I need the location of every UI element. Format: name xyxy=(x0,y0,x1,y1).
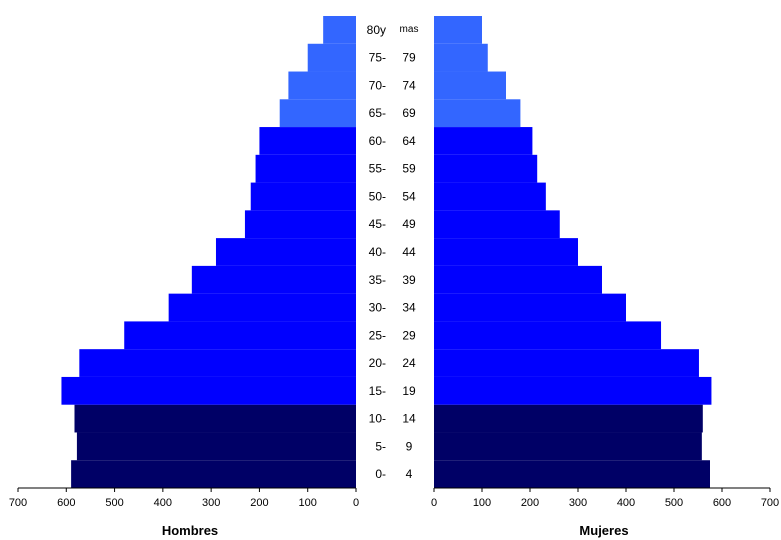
mujeres-bars xyxy=(434,16,712,488)
hombres-x-axis: 0 100 200 300 400 500 600 700 xyxy=(9,487,359,509)
age-to-label: 49 xyxy=(402,217,416,231)
age-from-label: 80y xyxy=(367,23,386,37)
mujeres-tick-label: 600 xyxy=(713,497,731,509)
age-to-label: 79 xyxy=(402,51,416,65)
age-from-label: 70- xyxy=(369,78,386,92)
mujeres-bar-39 xyxy=(434,265,602,294)
age-to-label: 69 xyxy=(402,106,416,120)
age-from-label: 45- xyxy=(369,217,386,231)
age-from-label: 75- xyxy=(369,51,386,65)
mujeres-bar-79 xyxy=(434,43,488,72)
age-from-label: 10- xyxy=(369,412,386,426)
age-to-label: 19 xyxy=(402,384,416,398)
hombres-tick-label: 700 xyxy=(9,497,27,509)
age-from-label: 15- xyxy=(369,384,386,398)
hombres-tick-label: 400 xyxy=(154,497,172,509)
hombres-bar-0 xyxy=(71,460,356,488)
mujeres-bar-24 xyxy=(434,349,699,377)
age-to-label: 54 xyxy=(402,189,416,203)
hombres-bar-80y xyxy=(323,16,356,44)
hombres-bar-5 xyxy=(76,432,356,461)
age-to-label: 24 xyxy=(402,356,416,370)
hombres-bars xyxy=(61,16,356,488)
age-from-label: 35- xyxy=(369,273,386,287)
age-from-label: 25- xyxy=(369,328,386,342)
age-to-label: 59 xyxy=(402,162,416,176)
age-to-label: mas xyxy=(400,24,419,35)
mujeres-bar-mas xyxy=(434,16,482,44)
age-from-label: 40- xyxy=(369,245,386,259)
hombres-tick-label: 600 xyxy=(57,497,75,509)
age-to-label: 14 xyxy=(402,412,416,426)
mujeres-bar-19 xyxy=(434,376,712,405)
hombres-tick-label: 0 xyxy=(353,497,359,509)
mujeres-bar-64 xyxy=(434,127,533,155)
mujeres-tick-label: 700 xyxy=(761,497,779,509)
age-from-label: 50- xyxy=(369,189,386,203)
hombres-bar-20 xyxy=(79,349,356,377)
mujeres-x-axis: 0 100 200 300 400 500 600 700 xyxy=(431,487,779,509)
mujeres-bar-29 xyxy=(434,321,662,350)
age-to-label: 39 xyxy=(402,273,416,287)
age-from-label: 0- xyxy=(375,467,386,481)
age-to-label: 9 xyxy=(406,439,413,453)
hombres-bar-60 xyxy=(259,127,356,155)
mujeres-tick-label: 300 xyxy=(569,497,587,509)
hombres-axis-label: Hombres xyxy=(162,523,218,538)
hombres-bar-40 xyxy=(215,238,356,266)
hombres-bar-15 xyxy=(61,376,356,405)
mujeres-tick-label: 500 xyxy=(665,497,683,509)
age-to-label: 64 xyxy=(402,134,416,148)
hombres-bar-35 xyxy=(191,265,356,294)
mujeres-axis-label: Mujeres xyxy=(579,523,628,538)
age-from-label: 65- xyxy=(369,106,386,120)
hombres-bar-65 xyxy=(279,99,356,128)
age-from-label: 20- xyxy=(369,356,386,370)
hombres-bar-45 xyxy=(244,210,356,239)
mujeres-bar-69 xyxy=(434,99,521,128)
mujeres-bar-4 xyxy=(434,460,710,488)
age-from-label: 30- xyxy=(369,301,386,315)
hombres-bar-75 xyxy=(307,43,356,72)
mujeres-bar-44 xyxy=(434,238,578,266)
hombres-bar-30 xyxy=(168,293,356,322)
age-from-label: 55- xyxy=(369,162,386,176)
hombres-tick-label: 500 xyxy=(105,497,123,509)
hombres-bar-70 xyxy=(288,71,356,100)
mujeres-bar-49 xyxy=(434,210,560,239)
mujeres-bar-34 xyxy=(434,293,626,322)
hombres-bar-55 xyxy=(255,154,356,183)
mujeres-tick-label: 400 xyxy=(617,497,635,509)
mujeres-bar-9 xyxy=(434,432,702,461)
hombres-bar-10 xyxy=(74,404,356,433)
age-to-label: 4 xyxy=(406,467,413,481)
hombres-bar-25 xyxy=(124,321,356,350)
mujeres-bar-54 xyxy=(434,182,546,211)
hombres-tick-label: 200 xyxy=(250,497,268,509)
hombres-tick-label: 100 xyxy=(299,497,317,509)
age-from-label: 60- xyxy=(369,134,386,148)
hombres-bar-50 xyxy=(250,182,356,211)
age-to-label: 74 xyxy=(402,78,416,92)
hombres-tick-label: 300 xyxy=(202,497,220,509)
mujeres-tick-label: 100 xyxy=(473,497,491,509)
age-to-label: 34 xyxy=(402,301,416,315)
mujeres-tick-label: 200 xyxy=(521,497,539,509)
age-from-label: 5- xyxy=(375,439,386,453)
age-to-label: 29 xyxy=(402,328,416,342)
mujeres-bar-14 xyxy=(434,404,703,433)
mujeres-bar-59 xyxy=(434,154,538,183)
mujeres-bar-74 xyxy=(434,71,506,100)
age-to-label: 44 xyxy=(402,245,416,259)
mujeres-tick-label: 0 xyxy=(431,497,437,509)
